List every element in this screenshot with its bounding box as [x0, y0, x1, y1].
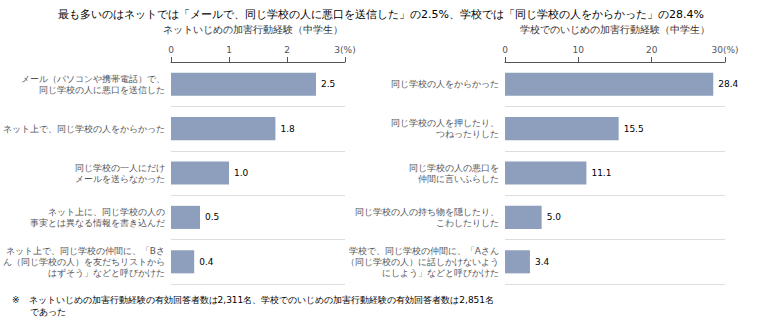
svg-text:0: 0: [502, 45, 508, 55]
svg-text:※ ネットいじめの加害行動経験の有効回答者数は2,311名、: ※ ネットいじめの加害行動経験の有効回答者数は2,311名、学校でのいじめの加害…: [12, 295, 494, 305]
svg-text:5.0: 5.0: [547, 212, 562, 222]
svg-text:はずそう」などと呼びかけた: はずそう」などと呼びかけた: [48, 268, 165, 278]
svg-text:ネット上に、同じ学校の人の: ネット上に、同じ学校の人の: [48, 207, 165, 217]
svg-text:10: 10: [573, 45, 585, 55]
svg-text:2.5: 2.5: [321, 79, 335, 89]
svg-text:1.0: 1.0: [234, 168, 249, 178]
svg-text:学校でのいじめの加害行動経験（中学生）: 学校でのいじめの加害行動経験（中学生）: [520, 24, 710, 35]
svg-text:同じ学校の人を押したり、: 同じ学校の人を押したり、: [391, 118, 499, 128]
svg-text:20: 20: [646, 45, 658, 55]
svg-text:ん（同じ学校の人）を友だちリストから: ん（同じ学校の人）を友だちリストから: [3, 257, 165, 267]
svg-text:2: 2: [284, 45, 290, 55]
svg-text:（同じ学校の人）に話しかけないよう: （同じ学校の人）に話しかけないよう: [346, 257, 499, 267]
svg-text:11.1: 11.1: [591, 168, 611, 178]
svg-text:であった: であった: [12, 307, 66, 317]
svg-text:0.5: 0.5: [205, 212, 219, 222]
svg-text:0: 0: [168, 45, 174, 55]
svg-text:にしよう」などと呼びかけた: にしよう」などと呼びかけた: [382, 268, 499, 278]
svg-text:同じ学校の人をからかった: 同じ学校の人をからかった: [391, 79, 499, 89]
svg-text:メールを送らなかった: メールを送らなかった: [75, 174, 165, 184]
svg-text:ネット上で、同じ学校の人をからかった: ネット上で、同じ学校の人をからかった: [3, 124, 165, 134]
svg-text:同じ学校の人に悪口を送信した: 同じ学校の人に悪口を送信した: [39, 85, 165, 95]
svg-text:メール（パソコンや携帯電話）で、: メール（パソコンや携帯電話）で、: [21, 74, 165, 84]
svg-text:仲間に言いふらした: 仲間に言いふらした: [418, 174, 499, 184]
svg-text:最も多いのはネットでは「メールで、同じ学校の人に悪口を送信し: 最も多いのはネットでは「メールで、同じ学校の人に悪口を送信した」の2.5%、学校…: [58, 8, 704, 21]
svg-text:0.4: 0.4: [199, 257, 214, 267]
svg-text:3(%): 3(%): [334, 45, 355, 55]
svg-text:事実とは異なる情報を書き込んだ: 事実とは異なる情報を書き込んだ: [30, 218, 165, 228]
svg-text:同じ学校の人の持ち物を隠したり、: 同じ学校の人の持ち物を隠したり、: [355, 207, 499, 217]
svg-text:つねったりした: つねったりした: [436, 129, 499, 139]
svg-text:同じ学校の一人にだけ: 同じ学校の一人にだけ: [75, 163, 165, 173]
svg-text:学校で、同じ学校の仲間に、「Aさん: 学校で、同じ学校の仲間に、「Aさん: [349, 246, 499, 256]
svg-text:28.4: 28.4: [718, 79, 738, 89]
svg-text:30(%): 30(%): [711, 45, 738, 55]
svg-text:3.4: 3.4: [535, 257, 550, 267]
svg-text:1: 1: [226, 45, 232, 55]
svg-text:こわしたりした: こわしたりした: [436, 218, 499, 228]
svg-text:ネットいじめの加害行動経験（中学生）: ネットいじめの加害行動経験（中学生）: [163, 24, 343, 35]
svg-text:15.5: 15.5: [624, 124, 644, 134]
svg-text:ネット上で、同じ学校の仲間に、「Bさ: ネット上で、同じ学校の仲間に、「Bさ: [6, 246, 165, 256]
svg-text:同じ学校の人の悪口を: 同じ学校の人の悪口を: [409, 163, 499, 173]
svg-text:1.8: 1.8: [280, 124, 295, 134]
